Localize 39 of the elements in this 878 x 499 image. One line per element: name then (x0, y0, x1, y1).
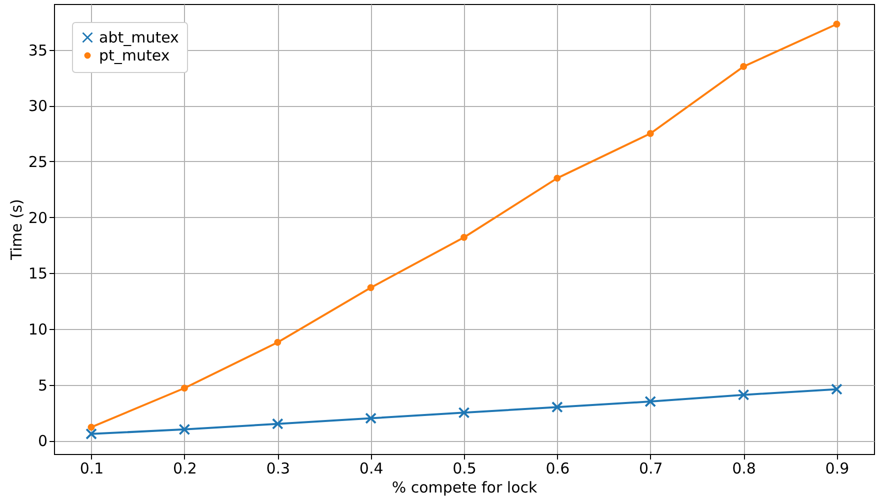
x-tick-label: 0.3 (266, 460, 290, 478)
point (88, 424, 95, 431)
legend-label: abt_mutex (99, 28, 180, 46)
x-tick-label: 0.4 (359, 460, 384, 478)
point (551, 401, 563, 413)
x-tick-label: 0.7 (638, 460, 663, 478)
x-tick-label: 0.5 (452, 460, 476, 478)
point (644, 396, 656, 408)
legend-label: pt_mutex (99, 46, 170, 64)
y-axis-title: Time (s) (7, 199, 26, 261)
point (365, 412, 377, 424)
x-axis-title: % compete for lock (392, 478, 538, 496)
y-tick-label: 5 (38, 376, 48, 394)
y-tick-label: 0 (38, 432, 48, 450)
y-tick-label: 35 (28, 41, 48, 60)
y-tick-label: 15 (28, 264, 48, 283)
point (178, 424, 190, 436)
point (458, 406, 470, 418)
point (830, 383, 842, 395)
point (833, 20, 840, 28)
x-tick-label: 0.6 (546, 460, 570, 478)
point (180, 384, 188, 392)
point (460, 234, 468, 241)
y-tick-label: 10 (28, 320, 48, 338)
x-tick-label: 0.1 (80, 460, 104, 478)
x-tick-label: 0.2 (173, 460, 197, 478)
point (272, 418, 284, 430)
point (646, 130, 654, 138)
point (274, 338, 282, 346)
point (740, 63, 748, 70)
point (367, 284, 374, 292)
y-tick-label: 30 (28, 97, 48, 116)
x-tick-label: 0.9 (825, 460, 850, 478)
point (738, 389, 750, 401)
y-tick-label: 20 (28, 208, 48, 227)
point (554, 174, 561, 182)
x-tick-label: 0.8 (732, 460, 756, 478)
point (86, 428, 98, 440)
y-tick-label: 25 (28, 152, 48, 171)
